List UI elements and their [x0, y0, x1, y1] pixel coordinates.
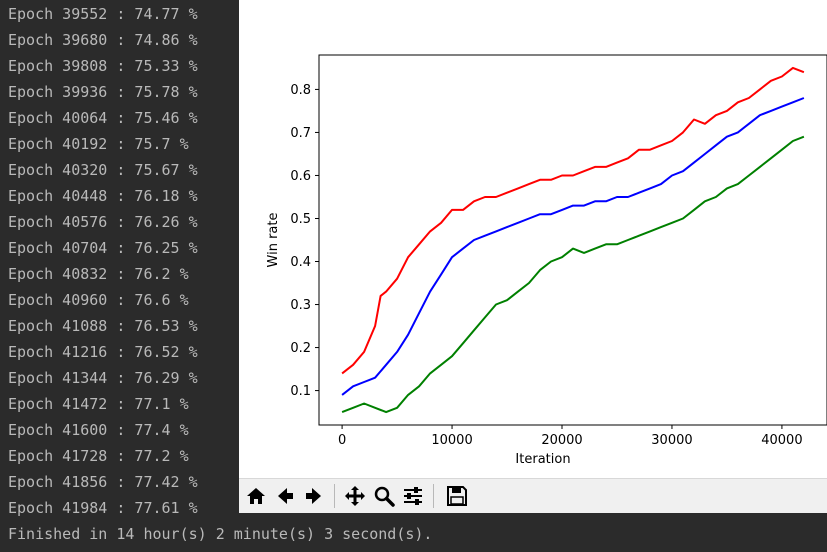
- epoch-line: Epoch 39936 : 75.78 %: [8, 83, 198, 101]
- configure-subplots-button[interactable]: [399, 482, 427, 510]
- epoch-line: Epoch 41856 : 77.42 %: [8, 473, 198, 491]
- arrow-left-icon: [278, 488, 293, 504]
- y-tick-label: 0.5: [290, 212, 311, 227]
- epoch-line: Epoch 41728 : 77.2 %: [8, 447, 189, 465]
- plot-window: 0 10000 20000 30000 40000 0.1 0.2 0.3 0.4 0.5 0.6 0…: [239, 0, 827, 513]
- terminal-output: Epoch 39552 : 74.77 % Epoch 39680 : 74.86…: [0, 0, 239, 520]
- y-tick-label: 0.2: [290, 341, 311, 356]
- x-tick-label: 20000: [541, 433, 582, 448]
- zoom-button[interactable]: [370, 482, 398, 510]
- forward-button[interactable]: [300, 482, 328, 510]
- x-axis-label: Iteration: [515, 452, 570, 467]
- epoch-line: Epoch 40576 : 76.26 %: [8, 213, 198, 231]
- epoch-line: Epoch 41984 : 77.61 %: [8, 499, 198, 517]
- series-line-2: [341, 97, 805, 396]
- y-tick-label: 0.6: [290, 169, 311, 184]
- epoch-line: Epoch 39552 : 74.77 %: [8, 5, 198, 23]
- epoch-line: Epoch 41600 : 77.4 %: [8, 421, 189, 439]
- epoch-line: Epoch 40960 : 76.6 %: [8, 291, 189, 309]
- home-icon: [247, 488, 265, 504]
- epoch-line: Epoch 40192 : 75.7 %: [8, 135, 189, 153]
- back-button[interactable]: [271, 482, 299, 510]
- toolbar-separator: [334, 484, 335, 508]
- y-tick-label: 0.3: [290, 298, 311, 313]
- series-line-3: [341, 135, 805, 414]
- finished-message: Finished in 14 hour(s) 2 minute(s) 3 sec…: [8, 525, 433, 543]
- navigation-toolbar: [239, 478, 827, 513]
- move-icon: [345, 486, 365, 506]
- arrow-right-icon: [306, 488, 321, 504]
- y-tick-label: 0.1: [290, 384, 311, 399]
- epoch-line: Epoch 41344 : 76.29 %: [8, 369, 198, 387]
- pan-button[interactable]: [341, 482, 369, 510]
- y-tick-label: 0.4: [290, 255, 311, 270]
- floppy-disk-icon: [447, 486, 467, 506]
- y-tick-label: 0.8: [290, 83, 311, 98]
- save-button[interactable]: [443, 482, 471, 510]
- epoch-line: Epoch 41088 : 76.53 %: [8, 317, 198, 335]
- epoch-line: Epoch 39680 : 74.86 %: [8, 31, 198, 49]
- epoch-line: Epoch 40320 : 75.67 %: [8, 161, 198, 179]
- series-line-1: [341, 66, 805, 375]
- epoch-line: Epoch 40064 : 75.46 %: [8, 109, 198, 127]
- epoch-line: Epoch 41216 : 76.52 %: [8, 343, 198, 361]
- x-tick-label: 10000: [431, 433, 472, 448]
- sliders-icon: [404, 487, 422, 505]
- home-button[interactable]: [242, 482, 270, 510]
- epoch-line: Epoch 41472 : 77.1 %: [8, 395, 189, 413]
- axes-frame: [318, 54, 827, 426]
- x-tick-label: 30000: [651, 433, 692, 448]
- toolbar-separator: [433, 484, 434, 508]
- y-tick-label: 0.7: [290, 126, 311, 141]
- x-tick-label: 40000: [761, 433, 802, 448]
- epoch-line: Epoch 40832 : 76.2 %: [8, 265, 189, 283]
- epoch-line: Epoch 40448 : 76.18 %: [8, 187, 198, 205]
- magnifier-icon: [374, 486, 395, 507]
- x-tick-label: 0: [338, 433, 346, 448]
- line-chart: 0 10000 20000 30000 40000 0.1 0.2 0.3 0.4 0.5 0.6 0…: [266, 54, 827, 467]
- epoch-line: Epoch 40704 : 76.25 %: [8, 239, 198, 257]
- epoch-line: Epoch 39808 : 75.33 %: [8, 57, 198, 75]
- y-axis-label: Win rate: [266, 213, 281, 268]
